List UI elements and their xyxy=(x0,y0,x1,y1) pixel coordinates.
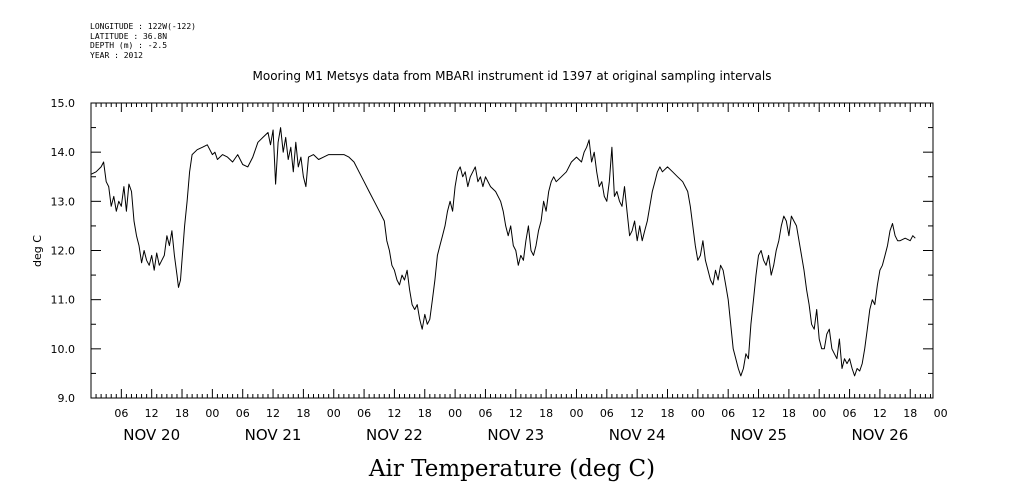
x-tick-label: 18 xyxy=(903,407,917,420)
y-tick-label: 11.0 xyxy=(51,294,76,307)
x-tick-label: 18 xyxy=(418,407,432,420)
x-tick-label: 18 xyxy=(539,407,553,420)
y-tick-label: 9.0 xyxy=(58,392,76,405)
x-tick-label: 00 xyxy=(569,407,583,420)
x-tick-label: 12 xyxy=(873,407,887,420)
x-tick-label: 18 xyxy=(782,407,796,420)
chart-title: Mooring M1 Metsys data from MBARI instru… xyxy=(253,69,772,83)
x-tick-label: 12 xyxy=(266,407,280,420)
y-tick-label: 10.0 xyxy=(51,343,76,356)
year-label: YEAR : 2012 xyxy=(90,50,143,60)
x-tick-label: 06 xyxy=(721,407,735,420)
x-tick-label: 00 xyxy=(327,407,341,420)
x-day-label: NOV 20 xyxy=(123,426,180,444)
x-tick-label: 00 xyxy=(812,407,826,420)
x-tick-label: 06 xyxy=(478,407,492,420)
y-tick-label: 15.0 xyxy=(51,97,76,110)
depth-label: DEPTH (m) : -2.5 xyxy=(90,41,168,50)
metadata-block: LONGITUDE : 122W(-122) LATITUDE : 36.8N … xyxy=(90,22,196,60)
x-day-label: NOV 23 xyxy=(487,426,544,444)
x-tick-label: 00 xyxy=(448,407,462,420)
x-tick-label: 06 xyxy=(236,407,250,420)
x-tick-label: 00 xyxy=(691,407,705,420)
x-day-label: NOV 24 xyxy=(609,426,666,444)
x-day-label: NOV 25 xyxy=(730,426,787,444)
x-tick-label: 06 xyxy=(843,407,857,420)
x-tick-label: 18 xyxy=(296,407,310,420)
x-day-label: NOV 22 xyxy=(366,426,423,444)
x-tick-label: 12 xyxy=(145,407,159,420)
y-axis-label: deg C xyxy=(31,235,44,267)
x-tick-label: 00 xyxy=(934,407,948,420)
x-axis: 06 12 18 00 06 12 18 00 06 12 18 00 06 12 18 00 06 12 18 00… xyxy=(90,103,948,444)
y-tick-label: 13.0 xyxy=(51,195,76,208)
x-tick-label: 12 xyxy=(509,407,523,420)
x-tick-label: 06 xyxy=(357,407,371,420)
x-day-label: NOV 21 xyxy=(245,426,302,444)
series-line xyxy=(90,127,916,377)
x-day-label: NOV 26 xyxy=(851,426,908,444)
x-tick-label: 06 xyxy=(114,407,128,420)
y-tick-label: 12.0 xyxy=(51,245,76,258)
x-tick-label: 12 xyxy=(387,407,401,420)
y-tick-label: 14.0 xyxy=(51,146,76,159)
x-tick-label: 12 xyxy=(752,407,766,420)
x-tick-label: 00 xyxy=(205,407,219,420)
x-axis-label: Air Temperature (deg C) xyxy=(368,456,655,482)
x-tick-label: 18 xyxy=(661,407,675,420)
plot-frame xyxy=(90,102,934,399)
x-tick-label: 06 xyxy=(600,407,614,420)
longitude-label: LONGITUDE : 122W(-122) xyxy=(90,22,196,31)
latitude-label: LATITUDE : 36.8N xyxy=(90,31,168,41)
series-layer xyxy=(90,127,916,377)
x-tick-label: 18 xyxy=(175,407,189,420)
y-axis: 9.0 10.0 11.0 12.0 13.0 14.0 15.0 xyxy=(51,97,933,405)
x-tick-label: 12 xyxy=(630,407,644,420)
